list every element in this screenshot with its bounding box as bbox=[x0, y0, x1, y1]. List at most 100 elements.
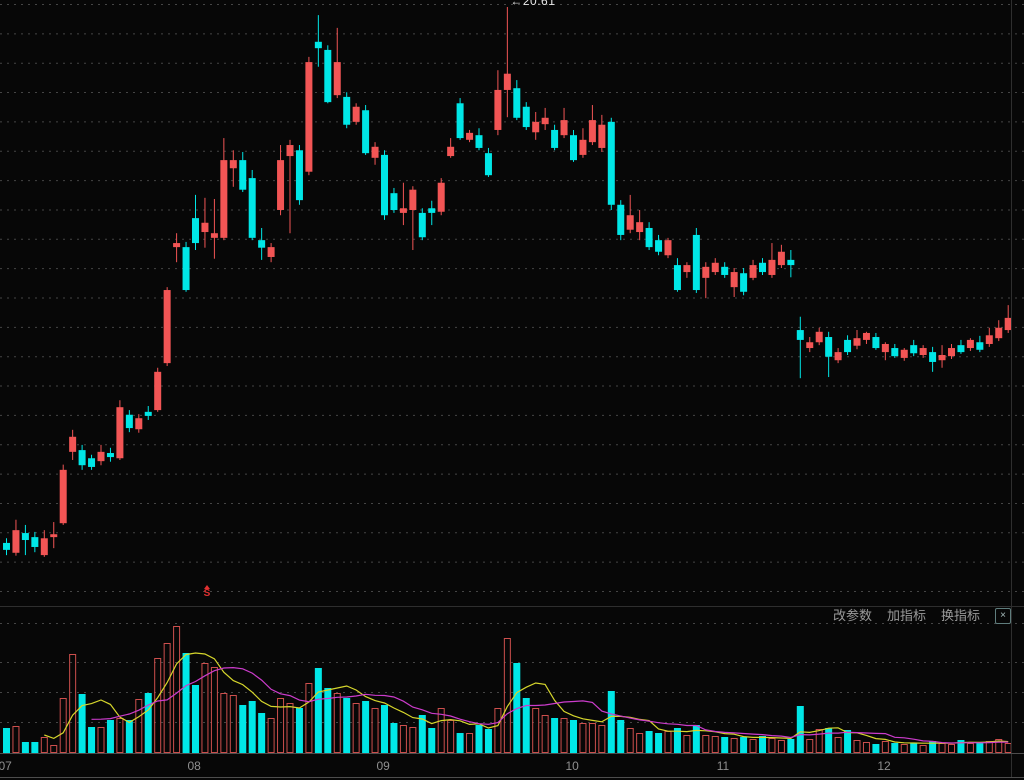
volume-bar bbox=[248, 701, 256, 753]
candle-body bbox=[210, 233, 218, 238]
change-params-button[interactable]: 改参数 bbox=[832, 607, 872, 623]
candle-body bbox=[220, 160, 228, 238]
volume-bar bbox=[31, 742, 39, 753]
volume-bar bbox=[12, 726, 20, 753]
candle-body bbox=[277, 160, 285, 210]
volume-bar bbox=[343, 698, 351, 753]
candle-body bbox=[229, 160, 237, 169]
candle-body bbox=[154, 371, 162, 411]
volume-bar bbox=[362, 701, 370, 753]
volume-bar bbox=[418, 715, 426, 753]
volume-bar bbox=[475, 725, 483, 753]
candle-body bbox=[607, 121, 615, 205]
volume-bar bbox=[730, 738, 738, 753]
month-label-09: 09 bbox=[376, 759, 390, 773]
volume-bar bbox=[664, 731, 672, 753]
candle-body bbox=[21, 533, 29, 541]
month-label-10: 10 bbox=[565, 759, 579, 773]
candle-body bbox=[673, 265, 681, 291]
candle-body bbox=[815, 331, 823, 343]
volume-bar bbox=[976, 742, 984, 753]
candle-body bbox=[447, 146, 455, 157]
volume-bar bbox=[295, 708, 303, 753]
candle-body bbox=[163, 290, 171, 364]
close-indicator-button[interactable]: × bbox=[995, 607, 1011, 624]
volume-bar bbox=[702, 735, 710, 753]
candle-body bbox=[636, 222, 644, 233]
candle-body bbox=[560, 120, 568, 136]
month-label-08: 08 bbox=[187, 759, 201, 773]
volume-bar bbox=[409, 727, 417, 753]
volume-bar bbox=[957, 740, 965, 753]
candle-body bbox=[475, 135, 483, 148]
candle-body bbox=[522, 106, 530, 128]
volume-bar bbox=[59, 698, 67, 753]
candle-body bbox=[938, 355, 946, 361]
candles bbox=[3, 7, 1012, 557]
volume-bar bbox=[522, 698, 530, 753]
volume-bar bbox=[50, 745, 58, 753]
volume-bar bbox=[135, 699, 143, 753]
volume-bar bbox=[173, 626, 181, 753]
volume-bar bbox=[324, 688, 332, 753]
candle-body bbox=[692, 234, 700, 291]
add-indicator-button[interactable]: 加指标 bbox=[886, 607, 926, 623]
volume-bar bbox=[503, 638, 511, 753]
candle-body bbox=[12, 530, 20, 553]
volume-bar bbox=[900, 744, 908, 753]
candle-body bbox=[503, 73, 511, 90]
candle-body bbox=[730, 272, 738, 288]
volume-bar bbox=[806, 739, 814, 753]
volume-bar bbox=[182, 653, 190, 753]
candle-body bbox=[645, 227, 653, 248]
volume-bar bbox=[872, 744, 880, 753]
volume-bar bbox=[570, 720, 577, 753]
volume-bar bbox=[995, 739, 1003, 753]
volume-bar bbox=[229, 695, 237, 753]
switch-indicator-button[interactable]: 换指标 bbox=[940, 607, 980, 623]
volume-bar bbox=[560, 718, 568, 753]
candle-body bbox=[985, 335, 993, 344]
volume-bar bbox=[201, 663, 209, 753]
month-label-11: 11 bbox=[716, 759, 730, 773]
candle-body bbox=[759, 262, 766, 273]
volume-bar bbox=[125, 720, 133, 753]
volume-bar bbox=[645, 731, 653, 753]
candle-body bbox=[825, 337, 833, 357]
candle-body bbox=[551, 129, 559, 148]
candle-body bbox=[305, 62, 313, 172]
volume-bar bbox=[853, 740, 861, 753]
volume-bar bbox=[69, 654, 77, 753]
candle-body bbox=[352, 106, 360, 122]
volume-bar bbox=[721, 737, 729, 753]
x-axis-month-labels: 07 08 09 10 11 12 bbox=[0, 758, 1024, 776]
candle-body bbox=[239, 160, 247, 190]
candle-body bbox=[919, 348, 927, 355]
candle-body bbox=[248, 178, 256, 238]
candle-body bbox=[777, 251, 785, 266]
volume-bar bbox=[239, 705, 247, 753]
candle-body bbox=[267, 247, 275, 257]
candle-body bbox=[106, 453, 114, 458]
volume-bar bbox=[1004, 743, 1012, 753]
volume-bar bbox=[192, 685, 199, 753]
candle-body bbox=[390, 193, 398, 210]
volume-bar bbox=[78, 694, 86, 753]
volume-bar bbox=[834, 737, 842, 753]
candle-body bbox=[513, 88, 521, 118]
candle-body bbox=[617, 204, 625, 235]
volume-pane-gridlines bbox=[0, 623, 1024, 723]
candle-body bbox=[381, 154, 388, 216]
candle-body bbox=[957, 345, 965, 353]
candle-body bbox=[418, 212, 426, 238]
candle-body bbox=[844, 339, 852, 353]
volume-bar bbox=[210, 667, 218, 753]
candle-body bbox=[333, 62, 341, 96]
candle-body bbox=[834, 352, 842, 361]
volume-bar bbox=[371, 708, 379, 753]
volume-bar bbox=[277, 698, 285, 753]
candle-body bbox=[192, 218, 199, 244]
volume-bar bbox=[314, 668, 322, 753]
volume-bar bbox=[390, 723, 398, 753]
